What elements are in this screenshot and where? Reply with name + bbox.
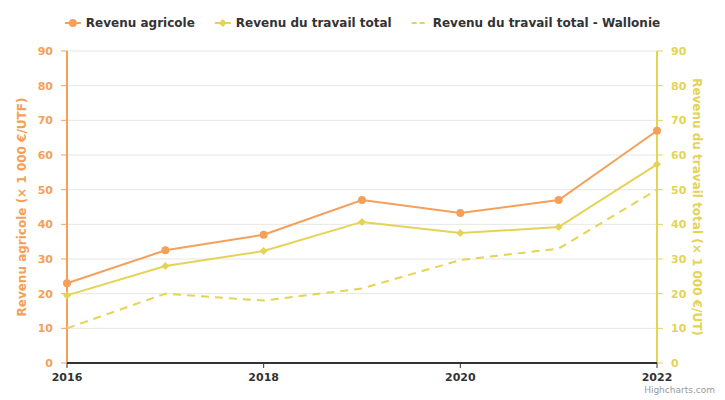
legend-symbol xyxy=(412,22,428,24)
point-marker xyxy=(358,196,366,204)
legend-label: Revenu agricole xyxy=(86,16,195,30)
chart-container: 0 10 20 30 40 50 60 70 80 90 0 10 20 30 40 50 60 70 80 90 20… xyxy=(0,0,725,400)
x-tick-label: 2016 xyxy=(52,371,83,384)
point-marker xyxy=(653,160,661,168)
legend-marker xyxy=(219,19,227,27)
x-axis-line xyxy=(67,362,657,364)
point-marker xyxy=(456,209,464,217)
y-tick-label: 40 xyxy=(38,218,54,231)
legend: Revenu agricole Revenu du travail total Re… xyxy=(65,16,660,30)
grid-line xyxy=(67,85,657,86)
x-tick xyxy=(657,363,658,368)
point-marker xyxy=(63,279,71,287)
credits: Highcharts.com xyxy=(644,385,715,395)
y-tick-label: 60 xyxy=(38,149,54,162)
grid-line xyxy=(67,120,657,121)
legend-label: Revenu du travail total xyxy=(236,16,392,30)
legend-label: Revenu du travail total - Wallonie xyxy=(433,16,660,30)
y2-axis-title: Revenu du travail total (× 1 000 €/UT) xyxy=(690,78,704,336)
point-marker xyxy=(260,247,268,255)
series-line xyxy=(67,131,657,284)
y-tick-label: 10 xyxy=(38,322,54,335)
y-axis-line xyxy=(66,51,68,363)
y2-tick-label: 90 xyxy=(671,45,687,58)
y2-tick-label: 80 xyxy=(671,80,687,93)
point-marker xyxy=(161,262,169,270)
point-marker xyxy=(456,229,464,237)
y-tick-label: 0 xyxy=(45,357,53,370)
y-tick-label: 70 xyxy=(38,114,54,127)
grid-line xyxy=(67,155,657,156)
y2-tick-label: 30 xyxy=(671,253,687,266)
point-marker xyxy=(555,196,563,204)
y2-tick-label: 40 xyxy=(671,218,687,231)
chart-svg: 0 10 20 30 40 50 60 70 80 90 0 10 20 30 40 50 60 70 80 90 20… xyxy=(0,0,725,400)
point-marker xyxy=(358,218,366,226)
point-marker xyxy=(555,223,563,231)
y-tick-label: 50 xyxy=(38,184,54,197)
y2-tick-label: 20 xyxy=(671,288,687,301)
x-tick-label: 2018 xyxy=(248,371,279,384)
y2-tick-label: 0 xyxy=(671,357,679,370)
legend-item: Revenu du travail total xyxy=(215,16,392,30)
grid-line xyxy=(67,259,657,260)
point-marker xyxy=(260,231,268,239)
legend-item: Revenu agricole xyxy=(65,16,195,30)
point-marker xyxy=(161,246,169,254)
grid-line xyxy=(67,293,657,294)
point-marker xyxy=(653,127,661,135)
x-tick xyxy=(460,363,461,368)
y-axis-title: Revenu agricole (× 1 000 €/UTF) xyxy=(15,98,29,317)
x-tick xyxy=(263,363,264,368)
grid-line xyxy=(67,363,657,364)
y2-tick-label: 60 xyxy=(671,149,687,162)
y-tick-label: 90 xyxy=(38,45,54,58)
x-tick xyxy=(67,363,68,368)
grid-line xyxy=(67,51,657,52)
y-tick-label: 80 xyxy=(38,80,54,93)
plot-area xyxy=(63,127,661,329)
legend-marker xyxy=(69,19,77,27)
grid-line xyxy=(67,189,657,190)
legend-item: Revenu du travail total - Wallonie xyxy=(412,16,660,30)
y2-tick-label: 10 xyxy=(671,322,687,335)
series-line xyxy=(67,164,657,295)
point-marker xyxy=(63,291,71,299)
y-tick-label: 20 xyxy=(38,288,54,301)
series-line xyxy=(67,190,657,329)
x-tick-label: 2022 xyxy=(642,371,673,384)
y2-axis-line xyxy=(656,51,658,363)
y2-tick-label: 50 xyxy=(671,184,687,197)
y2-tick-label: 70 xyxy=(671,114,687,127)
x-tick-label: 2020 xyxy=(445,371,476,384)
grid-line xyxy=(67,328,657,329)
y-tick-label: 30 xyxy=(38,253,54,266)
